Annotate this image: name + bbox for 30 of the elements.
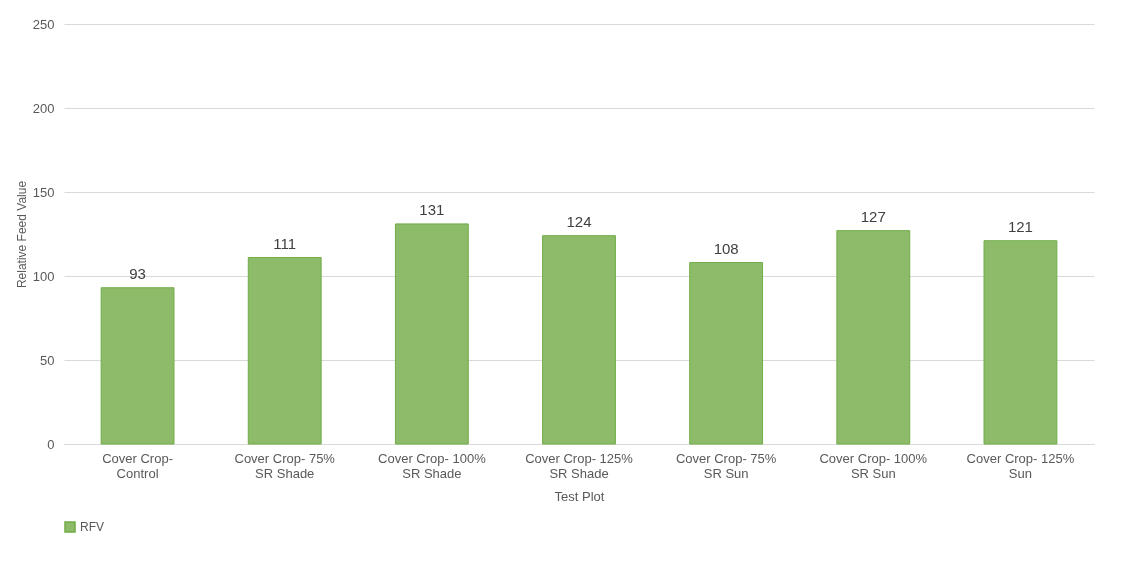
x-axis-title: Test Plot [554,488,605,504]
bar [983,240,1058,445]
bar [247,257,322,445]
legend-label: RFV [80,520,104,534]
data-label: 124 [566,212,592,230]
bar [394,223,469,445]
y-tick-label: 0 [47,436,55,452]
data-label: 93 [129,264,146,282]
x-tick-label: Cover Crop- Control [102,450,173,481]
data-label: 131 [419,200,445,218]
y-tick-label: 200 [32,100,55,116]
data-label: 111 [273,234,297,252]
data-label: 108 [713,239,739,257]
y-axis-title: Relative Feed Value [14,180,29,289]
bar [689,262,764,445]
x-tick-label: Cover Crop- 125% SR Shade [525,450,634,481]
bar [100,287,175,445]
bar [542,235,616,445]
y-tick-label: 50 [40,352,55,368]
x-tick-label: Cover Crop- 100% SR Sun [819,450,928,481]
y-tick-label: 150 [32,184,55,200]
data-label: 127 [860,207,886,225]
x-tick-label: Cover Crop- 125% Sun [966,450,1075,481]
data-label: 121 [1007,217,1033,235]
x-tick-label: Cover Crop- 75% SR Shade [234,450,336,481]
x-tick-label: Cover Crop- 75% SR Sun [675,450,777,481]
y-tick-label: 100 [32,268,55,284]
y-tick-label: 250 [32,16,55,32]
x-tick-label: Cover Crop- 100% SR Shade [378,450,487,481]
bar [836,230,911,445]
